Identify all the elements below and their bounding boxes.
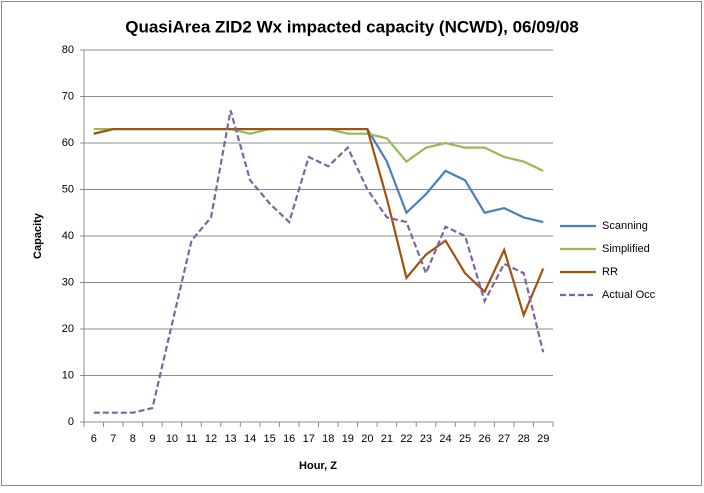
x-tick-label: 27 (498, 433, 510, 445)
x-tick-label: 18 (322, 433, 334, 445)
x-tick-label: 29 (537, 433, 549, 445)
x-tick-label: 9 (149, 433, 155, 445)
series-line (93, 127, 545, 319)
y-tick-label: 60 (62, 137, 74, 149)
x-tick-label: 24 (439, 433, 451, 445)
x-tick-label: 21 (381, 433, 393, 445)
x-tick-label: 12 (205, 433, 217, 445)
x-tick-label: 14 (244, 433, 256, 445)
x-tick-label: 7 (110, 433, 116, 445)
legend-label: Scanning (602, 220, 648, 232)
y-tick-label: 30 (62, 276, 74, 288)
y-tick-label: 20 (62, 323, 74, 335)
x-tick-label: 20 (361, 433, 373, 445)
x-tick-label: 16 (283, 433, 295, 445)
legend-label: Actual Occ (602, 289, 656, 301)
x-tick-label: 17 (303, 433, 315, 445)
y-axis-label: Capacity (32, 212, 44, 259)
x-tick-label: 25 (459, 433, 471, 445)
y-tick-label: 0 (68, 416, 74, 428)
x-tick-label: 6 (91, 433, 97, 445)
y-tick-label: 80 (62, 44, 74, 56)
chart-border (1, 1, 702, 486)
x-tick-label: 11 (186, 433, 197, 445)
x-tick-label: 10 (166, 433, 178, 445)
x-tick-label: 26 (478, 433, 490, 445)
x-tick-label: 19 (342, 433, 354, 445)
x-tick-label: 13 (224, 433, 236, 445)
x-tick-label: 23 (420, 433, 432, 445)
y-tick-label: 70 (62, 90, 74, 102)
legend-label: Simplified (602, 243, 650, 255)
y-tick-label: 40 (62, 230, 74, 242)
x-tick-label: 8 (130, 433, 136, 445)
legend-label: RR (602, 266, 618, 278)
y-tick-label: 50 (62, 183, 74, 195)
x-tick-label: 28 (518, 433, 530, 445)
chart-title: QuasiArea ZID2 Wx impacted capacity (NCW… (125, 17, 579, 36)
x-tick-label: 22 (400, 433, 412, 445)
x-tick-label: 15 (264, 433, 276, 445)
x-axis-label: Hour, Z (299, 460, 337, 472)
y-tick-label: 10 (62, 369, 74, 381)
series-line (93, 110, 545, 414)
